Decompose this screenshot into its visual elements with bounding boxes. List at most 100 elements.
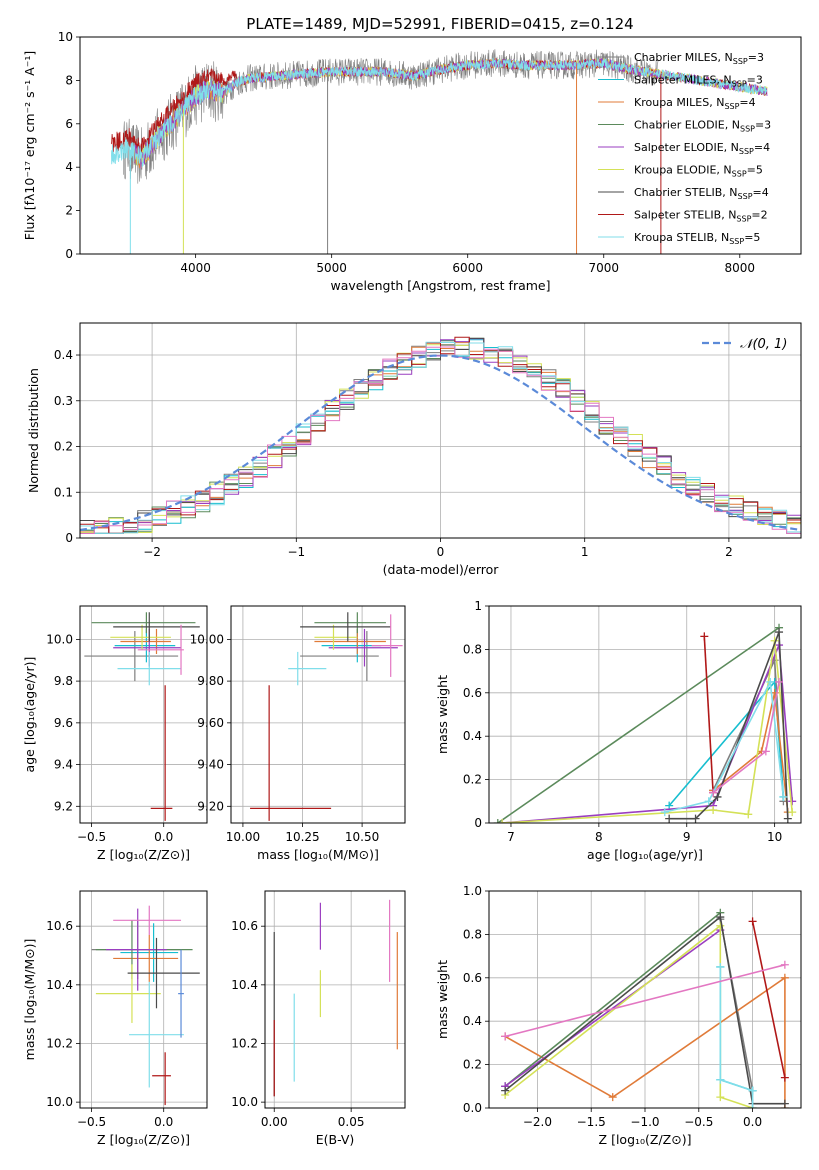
weight-point xyxy=(709,805,718,814)
weight-point xyxy=(775,628,784,637)
plot-area-weight_vs_Z xyxy=(489,891,801,1108)
x-axis-label: age [log₁₀(age/yr)] xyxy=(587,847,703,862)
x-tick-label: 8 xyxy=(595,830,603,844)
legend-entry-label: Chabrier ELODIE, N xyxy=(634,119,740,132)
y-tick-label: 0.1 xyxy=(54,485,73,499)
y-tick-label: 6 xyxy=(65,117,73,131)
x-tick-label: 2 xyxy=(725,545,733,559)
x-tick-label: 6000 xyxy=(452,261,483,275)
legend-entry-sub: SSP xyxy=(732,170,747,179)
y-tick-label: 1 xyxy=(474,599,482,613)
legend-entry-count: =3 xyxy=(755,119,771,132)
x-tick-label: 7000 xyxy=(588,261,619,275)
legend-entry-sub: SSP xyxy=(739,147,754,156)
x-tick-label: −0.5 xyxy=(77,830,106,844)
plot-area-mass_vs_ebv xyxy=(265,891,405,1108)
legend-entry-label: Salpeter MILES, N xyxy=(634,74,732,87)
legend-entry-sub: SSP xyxy=(738,192,753,201)
weight-point xyxy=(608,1093,617,1102)
legend-entry: Chabrier MILES, NSSP=3 xyxy=(634,51,764,66)
weight-point xyxy=(780,1073,789,1082)
panel-mass_vs_Z: −0.5 0.0 10.0 10.2 10.4 10.6 Z [log₁₀(Z/Z⊙)] ma… xyxy=(22,890,208,1147)
y-tick-label: 8 xyxy=(65,73,73,87)
x-tick-label: −0.5 xyxy=(684,1115,713,1129)
x-axis-label: Z [log₁₀(Z/Z⊙)] xyxy=(97,1132,190,1147)
weight-series xyxy=(502,644,793,823)
weight-series xyxy=(504,964,786,1038)
y-tick-label: 10.6 xyxy=(46,919,73,933)
legend-entry-count: =5 xyxy=(744,231,760,244)
axes-frame xyxy=(79,890,208,1109)
y-tick-label: 10.2 xyxy=(231,1036,258,1050)
legend-entry-count: =4 xyxy=(739,96,755,109)
y-tick-label: 0.0 xyxy=(463,1101,482,1115)
y-tick-label: 0.3 xyxy=(54,394,73,408)
weight-point xyxy=(748,1086,757,1095)
x-tick-label: 1 xyxy=(581,545,589,559)
x-tick-label: 10 xyxy=(767,830,782,844)
x-axis-label: mass [log₁₀(M/M⊙)] xyxy=(257,847,379,862)
x-tick-label: −1 xyxy=(287,545,305,559)
x-tick-label: 5000 xyxy=(316,261,347,275)
x-axis-label: E(B-V) xyxy=(316,1132,355,1147)
weight-series xyxy=(504,912,721,1087)
x-tick-label: 8000 xyxy=(725,261,756,275)
y-tick-label: 0.8 xyxy=(463,927,482,941)
weight-point xyxy=(748,1104,757,1108)
y-tick-label: 10.0 xyxy=(46,1095,73,1109)
y-tick-label: 0.8 xyxy=(463,642,482,656)
x-tick-label: 0.0 xyxy=(154,830,173,844)
legend-entry-count: =3 xyxy=(748,51,764,64)
x-axis-label: Z [log₁₀(Z/Z⊙)] xyxy=(97,847,190,862)
panel-weight_vs_Z: −2.0 −1.5 −1.0 −0.5 0.0 0.0 0.2 0.4 0.6 0.8 1.0 Z [… xyxy=(435,884,802,1147)
weight-point xyxy=(788,808,797,817)
x-axis-label: (data-model)/error xyxy=(383,562,500,577)
figure-title: PLATE=1489, MJD=52991, FIBERID=0415, z=0… xyxy=(246,15,633,33)
y-tick-label: 0 xyxy=(65,531,73,545)
legend-entry: Salpeter MILES, NSSP=3 xyxy=(634,74,763,89)
x-tick-label: 10.50 xyxy=(345,830,379,844)
legend-entry: Kroupa ELODIE, NSSP=5 xyxy=(634,164,763,179)
y-tick-label: 0.2 xyxy=(463,1058,482,1072)
legend-entry: Salpeter ELODIE, NSSP=4 xyxy=(634,141,770,156)
x-axis-label: Z [log₁₀(Z/Z⊙)] xyxy=(599,1132,692,1147)
x-tick-label: 0 xyxy=(437,545,445,559)
axes-frame xyxy=(79,322,802,539)
y-tick-label: 9.20 xyxy=(197,799,224,813)
weight-point xyxy=(665,814,674,823)
y-tick-label: 10.0 xyxy=(231,1095,258,1109)
panel-age_vs_mass: 10.00 10.25 10.50 9.20 9.40 9.60 9.80 10.00 mass… xyxy=(190,605,406,862)
y-tick-label: 9.8 xyxy=(54,674,73,688)
legend-entry-sub: SSP xyxy=(724,102,739,111)
weight-point xyxy=(709,788,718,797)
y-axis-label: Normed distribution xyxy=(26,368,41,493)
axes-frame xyxy=(488,605,802,824)
y-tick-label: 0.2 xyxy=(54,440,73,454)
weight-series xyxy=(751,921,786,1078)
y-tick-label: 10 xyxy=(58,30,73,44)
y-tick-label: 10.0 xyxy=(46,632,73,646)
x-tick-label: −0.5 xyxy=(77,1115,106,1129)
x-tick-label: 0.00 xyxy=(261,1115,288,1129)
y-tick-label: 2 xyxy=(65,204,73,218)
legend-entry: Kroupa MILES, NSSP=4 xyxy=(634,96,756,111)
legend-entry-count: =2 xyxy=(751,209,767,222)
y-tick-label: 10.00 xyxy=(190,632,224,646)
x-tick-label: −2 xyxy=(143,545,161,559)
weight-series xyxy=(712,681,780,794)
y-tick-label: 9.60 xyxy=(197,716,224,730)
weight-series xyxy=(504,915,785,1105)
x-tick-label: −1.5 xyxy=(577,1115,606,1129)
y-tick-label: 0.4 xyxy=(463,729,482,743)
legend-entry-sub: SSP xyxy=(733,57,748,66)
weight-series xyxy=(719,967,754,1108)
y-tick-label: 0.4 xyxy=(463,1014,482,1028)
weight-point xyxy=(783,814,792,823)
axes-frame xyxy=(230,605,406,824)
weight-point xyxy=(704,797,713,806)
legend-entry-count: =3 xyxy=(747,74,763,87)
y-tick-label: 9.2 xyxy=(54,799,73,813)
weight-series xyxy=(504,976,786,1108)
weight-point xyxy=(660,808,669,817)
legend-entry-label: Kroupa STELIB, N xyxy=(634,231,729,244)
